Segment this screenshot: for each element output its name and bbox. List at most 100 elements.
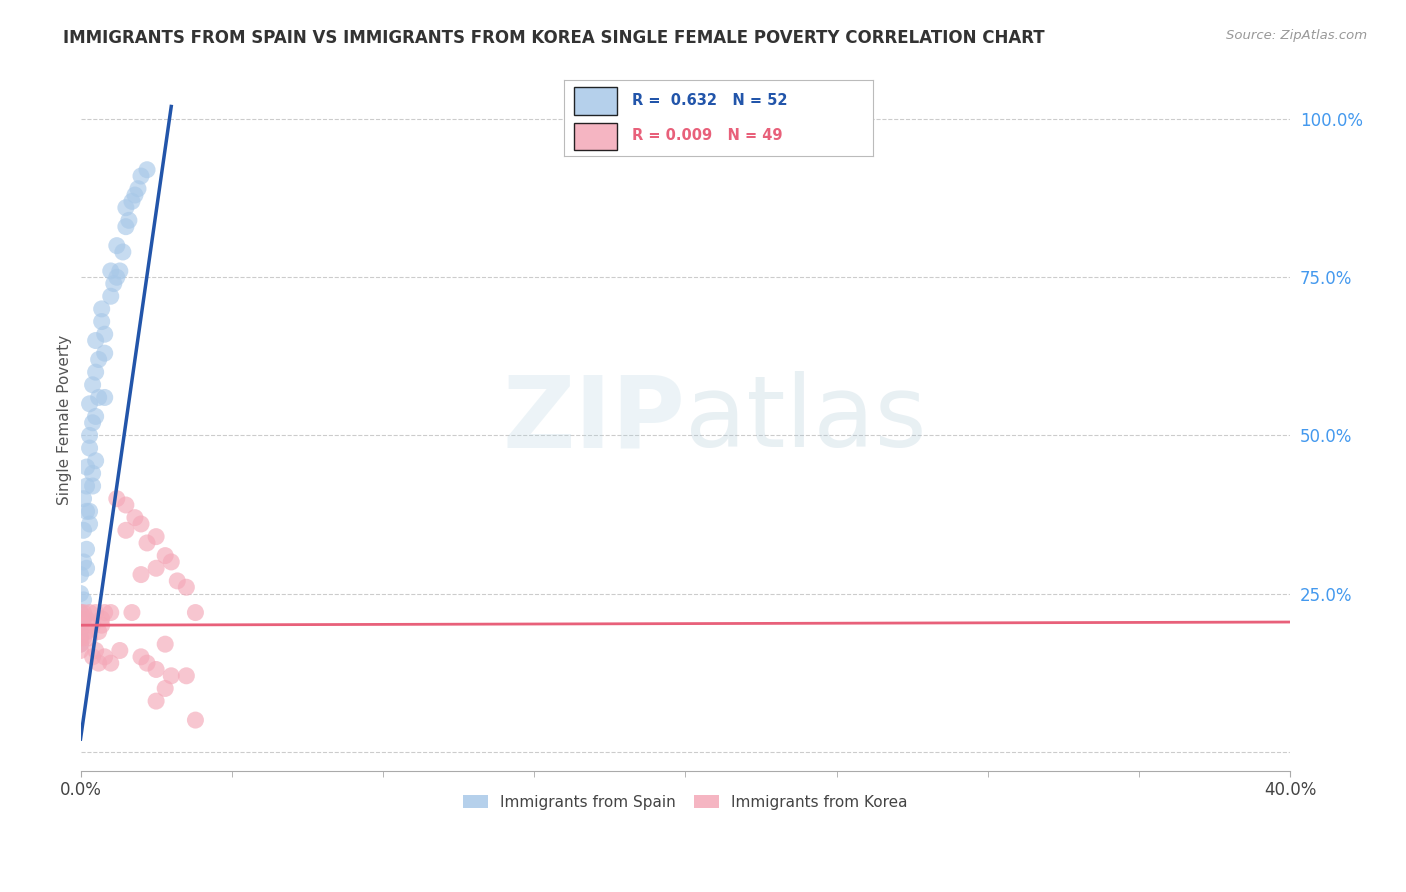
Point <box>153 681 176 696</box>
Point <box>136 536 159 550</box>
Point <box>176 669 198 683</box>
Point <box>160 669 183 683</box>
Point <box>76 561 98 575</box>
Point <box>93 649 115 664</box>
Point <box>72 524 94 538</box>
Text: ZIP: ZIP <box>502 371 685 468</box>
Point <box>69 637 91 651</box>
Point <box>76 504 98 518</box>
Point <box>69 586 91 600</box>
Point <box>115 201 138 215</box>
Point <box>145 561 167 575</box>
Point <box>72 612 94 626</box>
Legend: Immigrants from Spain, Immigrants from Korea: Immigrants from Spain, Immigrants from K… <box>457 789 914 815</box>
Point <box>100 264 122 278</box>
Point <box>100 656 122 670</box>
Point <box>69 606 91 620</box>
Point <box>105 491 128 506</box>
Text: Source: ZipAtlas.com: Source: ZipAtlas.com <box>1226 29 1367 42</box>
Point <box>90 314 112 328</box>
Point <box>79 441 101 455</box>
Text: IMMIGRANTS FROM SPAIN VS IMMIGRANTS FROM KOREA SINGLE FEMALE POVERTY CORRELATION: IMMIGRANTS FROM SPAIN VS IMMIGRANTS FROM… <box>63 29 1045 46</box>
Point <box>93 327 115 342</box>
Point <box>69 643 91 657</box>
Point <box>72 593 94 607</box>
Point <box>69 567 91 582</box>
Point <box>105 238 128 252</box>
Text: atlas: atlas <box>685 371 927 468</box>
Point <box>69 618 91 632</box>
Point <box>72 491 94 506</box>
Point <box>115 219 138 234</box>
Point <box>124 510 146 524</box>
Point <box>121 606 143 620</box>
Point <box>153 549 176 563</box>
Point <box>84 454 107 468</box>
Y-axis label: Single Female Poverty: Single Female Poverty <box>58 334 72 505</box>
Point <box>76 542 98 557</box>
Point <box>118 213 141 227</box>
Point <box>69 631 91 645</box>
Point <box>127 182 149 196</box>
Point <box>184 606 207 620</box>
Point <box>100 606 122 620</box>
Point <box>103 277 125 291</box>
Point <box>115 524 138 538</box>
Point <box>145 663 167 677</box>
Point <box>136 656 159 670</box>
Point <box>69 606 91 620</box>
Point <box>69 618 91 632</box>
Point <box>79 428 101 442</box>
Point <box>72 555 94 569</box>
Point <box>90 618 112 632</box>
Point <box>82 618 104 632</box>
Point <box>93 391 115 405</box>
Point <box>79 631 101 645</box>
Point <box>69 631 91 645</box>
Point <box>93 606 115 620</box>
Point <box>76 479 98 493</box>
Point <box>100 289 122 303</box>
Point <box>79 516 101 531</box>
Point <box>145 530 167 544</box>
Point <box>87 391 110 405</box>
Point <box>129 169 152 183</box>
Point <box>76 624 98 639</box>
Point <box>72 618 94 632</box>
Point <box>72 631 94 645</box>
Point <box>84 643 107 657</box>
Point <box>79 504 101 518</box>
Point <box>160 555 183 569</box>
Point <box>184 713 207 727</box>
Point <box>82 649 104 664</box>
Point <box>129 649 152 664</box>
Point <box>93 346 115 360</box>
Point <box>136 162 159 177</box>
Point <box>76 612 98 626</box>
Point <box>76 460 98 475</box>
Point <box>166 574 188 588</box>
Point <box>79 606 101 620</box>
Point <box>90 301 112 316</box>
Point <box>69 637 91 651</box>
Point <box>108 643 131 657</box>
Point <box>82 377 104 392</box>
Point <box>176 580 198 594</box>
Point <box>115 498 138 512</box>
Point <box>87 656 110 670</box>
Point <box>111 244 134 259</box>
Point <box>129 516 152 531</box>
Point <box>84 365 107 379</box>
Point <box>87 624 110 639</box>
Point <box>90 612 112 626</box>
Point <box>69 624 91 639</box>
Point <box>72 606 94 620</box>
Point <box>124 188 146 202</box>
Point <box>153 637 176 651</box>
Point <box>105 270 128 285</box>
Point <box>82 416 104 430</box>
Point <box>82 467 104 481</box>
Point <box>87 352 110 367</box>
Point <box>84 409 107 424</box>
Point <box>84 606 107 620</box>
